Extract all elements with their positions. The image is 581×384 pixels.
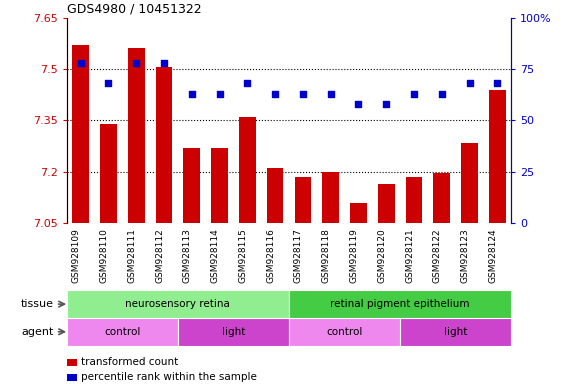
Text: GSM928115: GSM928115 <box>238 228 248 283</box>
Text: light: light <box>222 327 245 337</box>
Text: light: light <box>444 327 467 337</box>
Bar <box>350 202 367 223</box>
Text: GSM928109: GSM928109 <box>71 228 81 283</box>
Point <box>326 91 335 97</box>
Point <box>104 80 113 86</box>
Text: retinal pigment epithelium: retinal pigment epithelium <box>331 299 470 309</box>
Bar <box>322 172 339 223</box>
Point <box>271 91 280 97</box>
Text: GSM928111: GSM928111 <box>127 228 137 283</box>
Text: transformed count: transformed count <box>81 358 178 367</box>
Bar <box>184 148 200 223</box>
Text: GSM928120: GSM928120 <box>377 228 386 283</box>
Text: tissue: tissue <box>20 299 53 309</box>
Text: GSM928123: GSM928123 <box>461 228 469 283</box>
Bar <box>128 48 145 223</box>
Text: GSM928118: GSM928118 <box>322 228 331 283</box>
Bar <box>433 174 450 223</box>
Text: GSM928110: GSM928110 <box>99 228 109 283</box>
Text: GSM928116: GSM928116 <box>266 228 275 283</box>
Text: GSM928121: GSM928121 <box>405 228 414 283</box>
Point <box>298 91 307 97</box>
Bar <box>67 318 178 346</box>
Text: control: control <box>104 327 141 337</box>
Point <box>382 101 391 107</box>
Point <box>76 60 85 66</box>
Bar <box>289 318 400 346</box>
Bar <box>239 117 256 223</box>
Point <box>187 91 196 97</box>
Point <box>132 60 141 66</box>
Bar <box>378 184 394 223</box>
Bar <box>211 148 228 223</box>
Text: percentile rank within the sample: percentile rank within the sample <box>81 372 257 382</box>
Text: GSM928114: GSM928114 <box>210 228 220 283</box>
Bar <box>400 318 511 346</box>
Text: GSM928113: GSM928113 <box>183 228 192 283</box>
Point <box>354 101 363 107</box>
Bar <box>100 124 117 223</box>
Point <box>437 91 446 97</box>
Point <box>159 60 168 66</box>
Text: GSM928117: GSM928117 <box>294 228 303 283</box>
Bar <box>295 177 311 223</box>
Bar <box>67 290 289 318</box>
Point <box>243 80 252 86</box>
Bar <box>267 168 284 223</box>
Bar <box>178 318 289 346</box>
Text: GSM928112: GSM928112 <box>155 228 164 283</box>
Bar <box>289 290 511 318</box>
Text: neurosensory retina: neurosensory retina <box>125 299 231 309</box>
Point <box>410 91 419 97</box>
Text: GSM928119: GSM928119 <box>350 228 358 283</box>
Bar <box>156 67 173 223</box>
Bar <box>461 142 478 223</box>
Text: GSM928122: GSM928122 <box>433 228 442 283</box>
Text: GDS4980 / 10451322: GDS4980 / 10451322 <box>67 2 202 15</box>
Text: GSM928124: GSM928124 <box>489 228 497 283</box>
Bar <box>73 45 89 223</box>
Bar <box>406 177 422 223</box>
Point <box>493 80 502 86</box>
Text: agent: agent <box>21 327 53 337</box>
Bar <box>489 89 505 223</box>
Point <box>215 91 224 97</box>
Text: control: control <box>327 327 363 337</box>
Point <box>465 80 474 86</box>
